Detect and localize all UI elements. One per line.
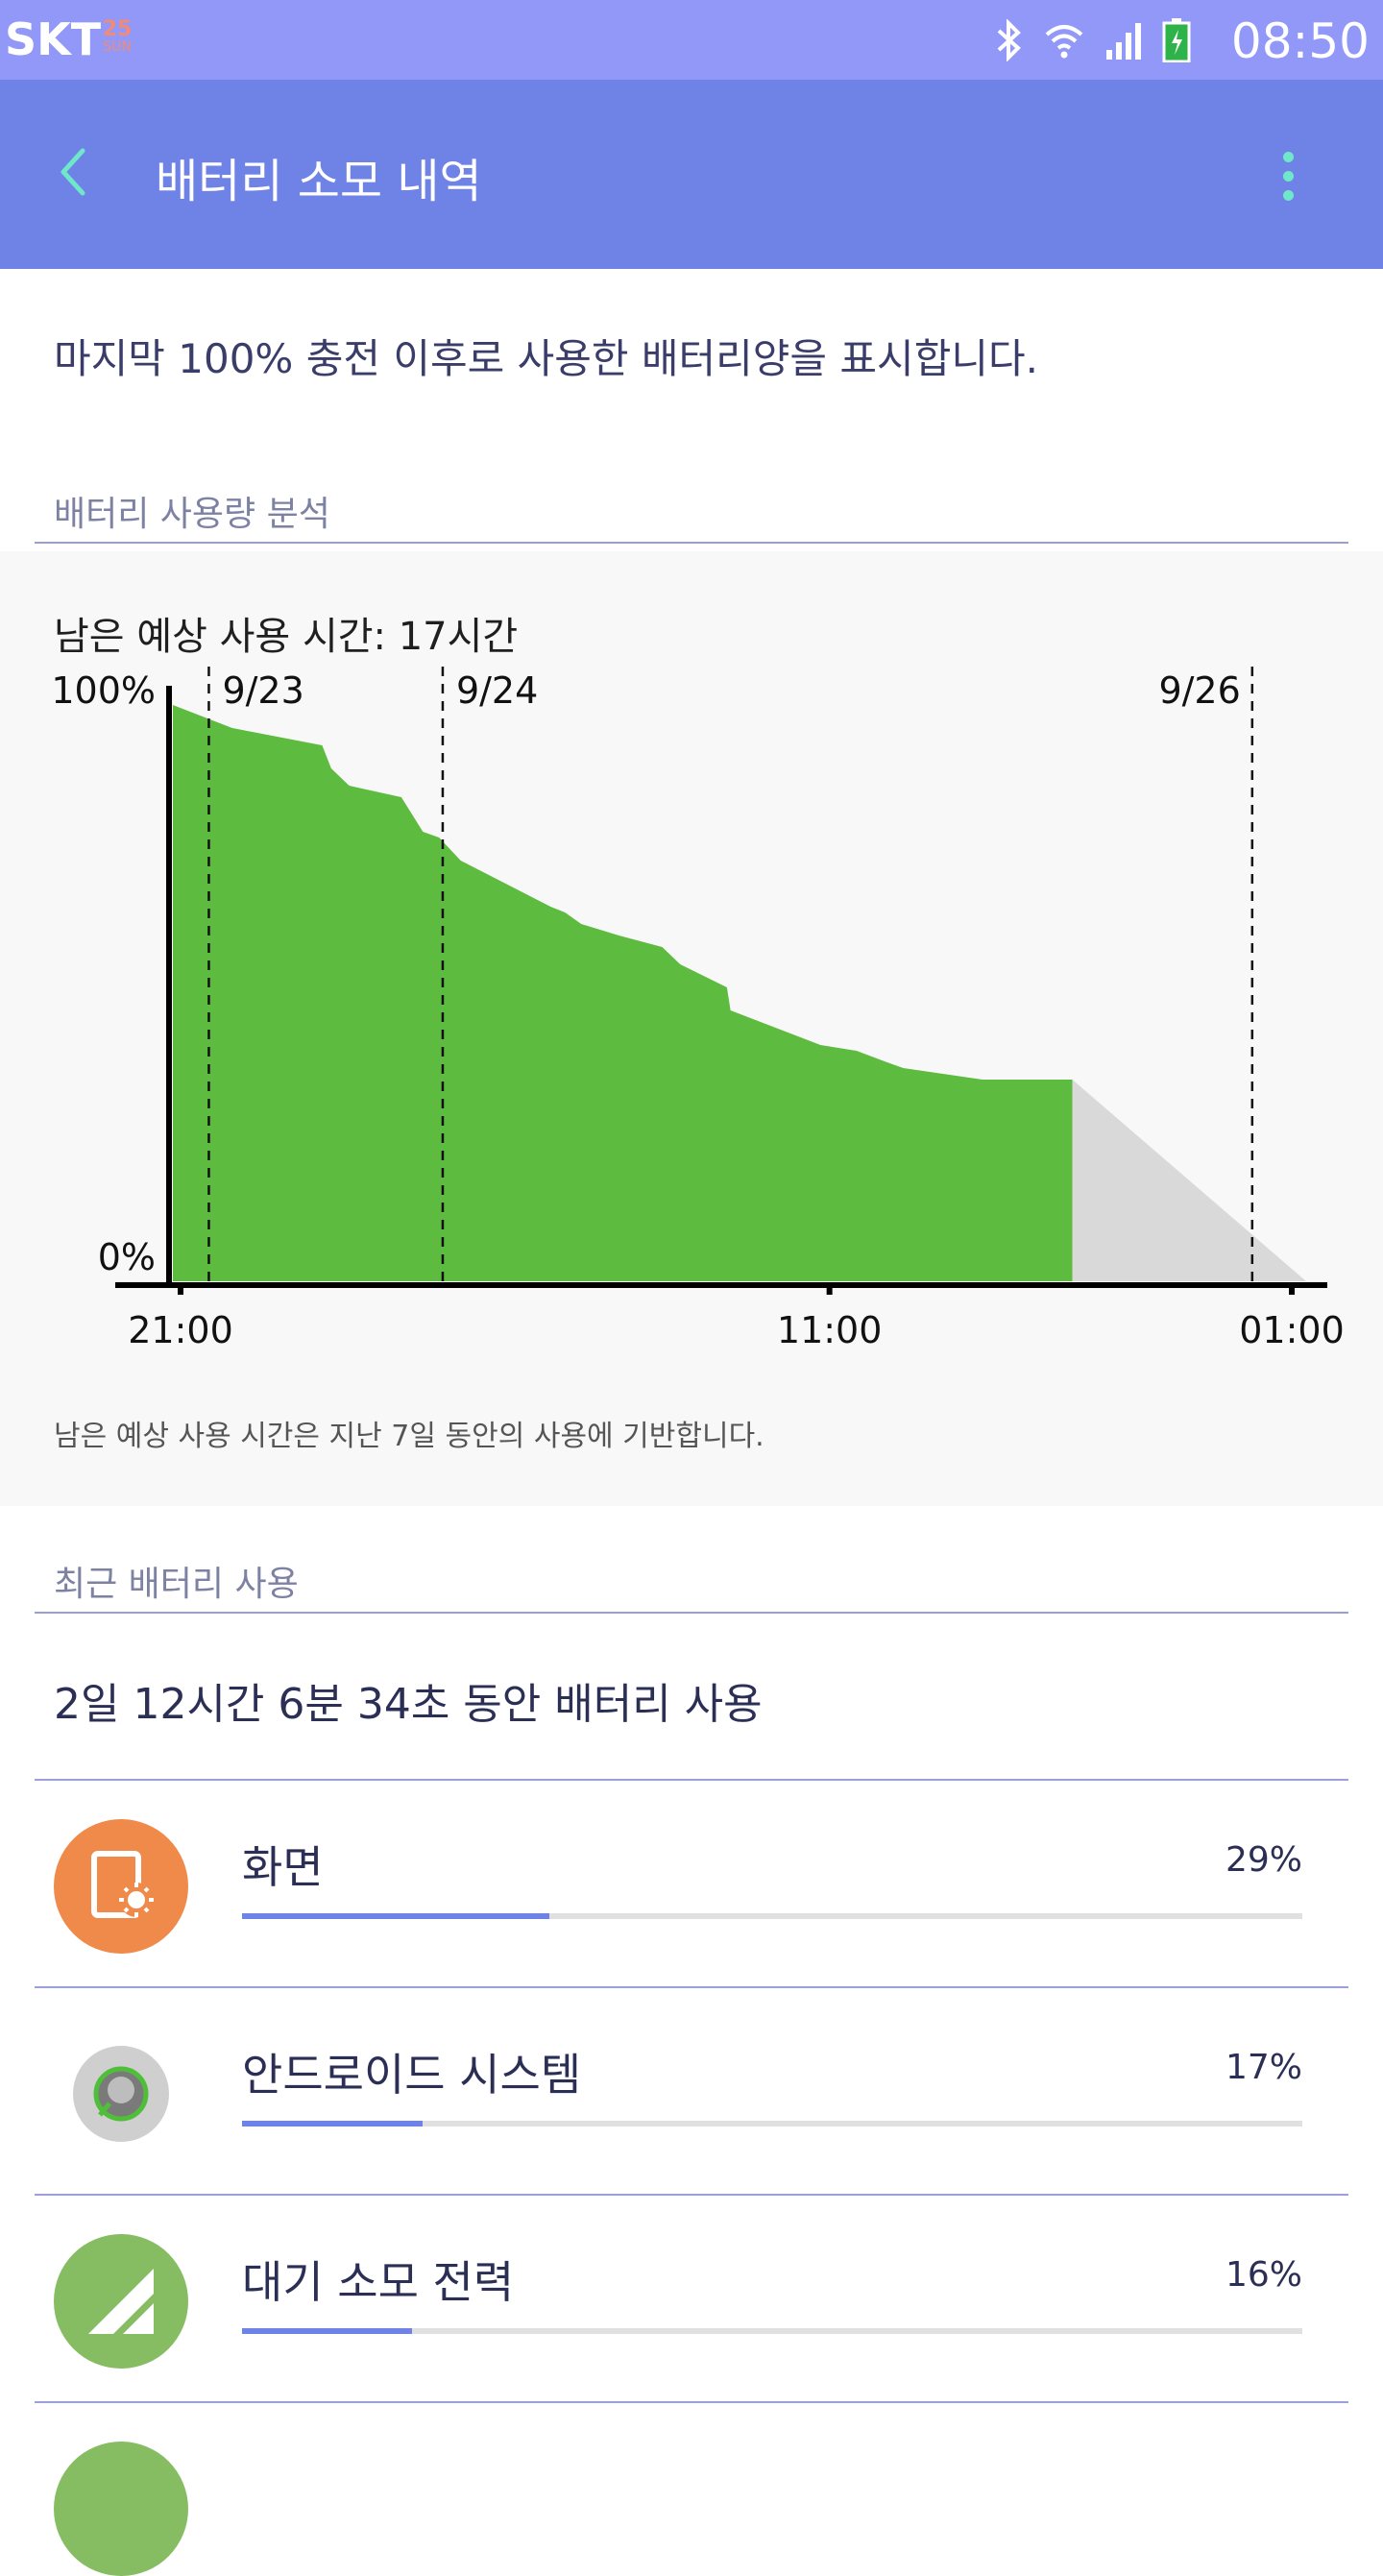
usage-bar xyxy=(242,1913,1302,1919)
app-name: 안드로이드 시스템 xyxy=(242,2049,582,2101)
more-options-button[interactable] xyxy=(1249,137,1325,214)
android-system-glyph xyxy=(73,2046,169,2142)
clock: 08:50 xyxy=(1230,13,1370,69)
section-title: 배터리 사용량 분석 xyxy=(54,495,330,534)
usage-row-android-system[interactable]: 안드로이드 시스템 17% xyxy=(35,1986,1348,2194)
battery-charging-icon xyxy=(1162,18,1191,62)
battery-analysis-panel: 남은 예상 사용 시간: 17시간 9/23 9/24 9/26 100% 0% 21:0… xyxy=(0,551,1383,1506)
section-title: 최근 배터리 사용 xyxy=(54,1565,299,1604)
date-day: 25 xyxy=(102,17,133,41)
wifi-icon xyxy=(1045,25,1083,59)
date-marker-label: 9/23 xyxy=(222,669,303,712)
app-percent: 16% xyxy=(1225,2255,1302,2295)
more-dot xyxy=(1283,190,1294,201)
date-marker-label: 9/24 xyxy=(456,669,538,712)
screen-brightness-glyph xyxy=(91,1851,154,1918)
usage-row-partial[interactable] xyxy=(35,2401,1348,2576)
carrier-label: SKT xyxy=(5,13,102,65)
status-icons xyxy=(991,17,1191,63)
app-bar: 배터리 소모 내역 xyxy=(0,80,1383,269)
usage-bar xyxy=(242,2121,1302,2126)
page-title: 배터리 소모 내역 xyxy=(156,155,482,208)
app-name: 대기 소모 전력 xyxy=(242,2256,515,2308)
bluetooth-icon xyxy=(997,19,1021,61)
footnote: 남은 예상 사용 시간은 지난 7일 동안의 사용에 기반합니다. xyxy=(54,1420,764,1453)
more-dot xyxy=(1283,171,1294,182)
section-header-recent: 최근 배터리 사용 xyxy=(35,1558,1348,1614)
chevron-left-icon xyxy=(61,148,85,196)
android-system-icon xyxy=(54,2027,188,2161)
more-vertical-icon xyxy=(1283,152,1294,162)
battery-forecast-area xyxy=(1072,1080,1306,1281)
signal-icon xyxy=(1106,23,1141,60)
app-percent: 17% xyxy=(1225,2048,1302,2087)
date-weekday: SUN xyxy=(103,39,132,55)
x-tick-label: 11:00 xyxy=(777,1309,883,1351)
intro-text: 마지막 100% 충전 이후로 사용한 배터리양을 표시합니다. xyxy=(54,335,1038,382)
remaining-time: 남은 예상 사용 시간: 17시간 xyxy=(54,615,519,659)
usage-row-screen[interactable]: 화면 29% xyxy=(35,1779,1348,1986)
app-percent: 29% xyxy=(1225,1840,1302,1880)
usage-row-standby[interactable]: 대기 소모 전력 16% xyxy=(35,2194,1348,2401)
usage-bar-fill xyxy=(242,2328,412,2334)
cell-standby-glyph xyxy=(88,2269,154,2334)
usage-bar-fill xyxy=(242,1913,550,1919)
total-usage-text: 2일 12시간 6분 34초 동안 배터리 사용 xyxy=(54,1680,763,1729)
battery-usage-chart: 9/23 9/24 9/26 100% 0% 21:00 11:00 01:00 xyxy=(51,667,1345,1351)
battery-used-area xyxy=(173,705,1073,1281)
cell-standby-icon xyxy=(54,2234,188,2369)
app-icon-partial xyxy=(54,2442,188,2576)
back-button[interactable] xyxy=(38,134,115,210)
usage-bar xyxy=(242,2328,1302,2334)
section-header-analysis: 배터리 사용량 분석 xyxy=(35,488,1348,544)
app-name: 화면 xyxy=(242,1841,324,1893)
usage-bar-fill xyxy=(242,2121,423,2126)
x-tick-label: 21:00 xyxy=(128,1309,233,1351)
date-marker-label: 9/26 xyxy=(1158,669,1240,712)
y-tick-label: 100% xyxy=(51,669,156,712)
x-tick-label: 01:00 xyxy=(1239,1309,1345,1351)
y-tick-label: 0% xyxy=(98,1236,156,1278)
date-badge: 25 SUN xyxy=(98,17,136,55)
screen-brightness-icon xyxy=(54,1819,188,1954)
status-bar: SKT 25 SUN 08:50 xyxy=(0,0,1383,80)
